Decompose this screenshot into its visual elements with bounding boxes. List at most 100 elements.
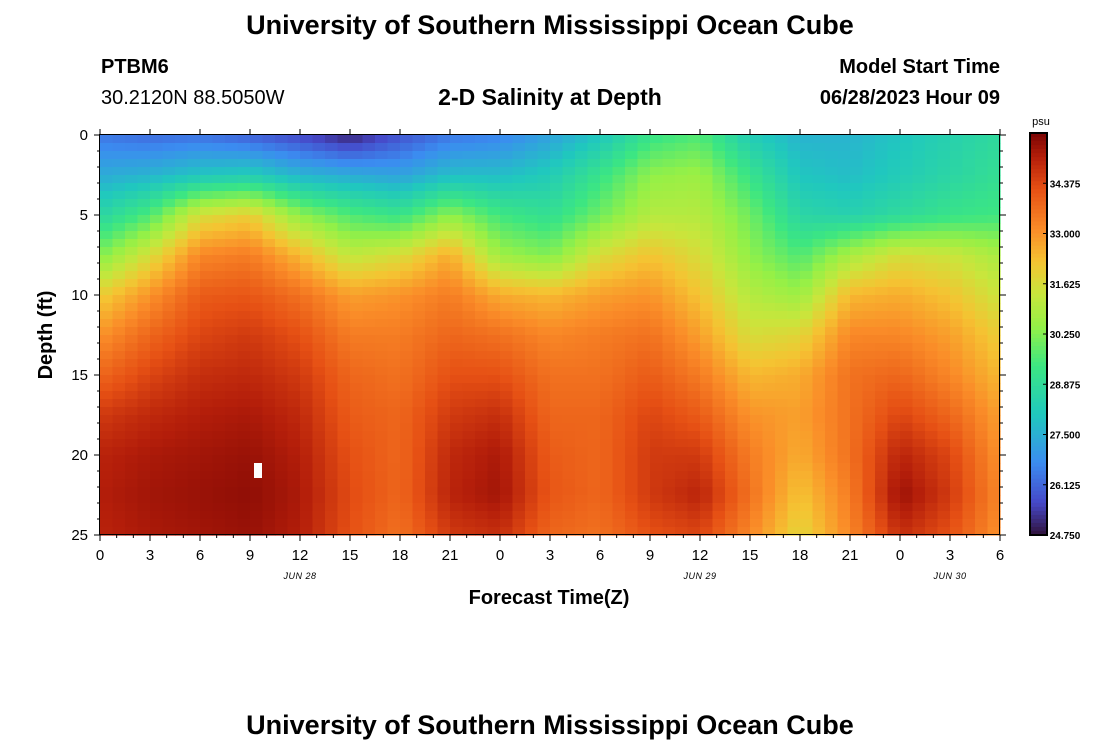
heatmap-cell	[325, 135, 339, 144]
heatmap-cell	[637, 375, 651, 384]
x-tick-label: 18	[792, 547, 809, 564]
heatmap-cell	[550, 487, 564, 496]
heatmap-cell	[737, 335, 751, 344]
heatmap-cell	[350, 191, 364, 200]
heatmap-cell	[850, 479, 864, 488]
heatmap-cell	[587, 167, 601, 176]
heatmap-cell	[550, 455, 564, 464]
heatmap-cell	[137, 471, 151, 480]
heatmap-cell	[750, 159, 764, 168]
heatmap-cell	[362, 343, 376, 352]
heatmap-cell	[487, 159, 501, 168]
heatmap-cell	[275, 471, 289, 480]
heatmap-cell	[575, 327, 589, 336]
heatmap-cell	[737, 223, 751, 232]
heatmap-cell	[637, 383, 651, 392]
heatmap-cell	[575, 191, 589, 200]
heatmap-cell	[225, 519, 239, 528]
heatmap-cell	[262, 263, 276, 272]
heatmap-cell	[462, 231, 476, 240]
heatmap-cell	[962, 271, 976, 280]
heatmap-cell	[800, 351, 814, 360]
heatmap-cell	[975, 479, 989, 488]
heatmap-cell	[300, 287, 314, 296]
heatmap-cell	[862, 327, 876, 336]
heatmap-cell	[850, 359, 864, 368]
heatmap-cell	[137, 271, 151, 280]
heatmap-cell	[900, 319, 914, 328]
heatmap-cell	[725, 159, 739, 168]
x-axis-label: Forecast Time(Z)	[469, 587, 630, 609]
heatmap-cell	[962, 431, 976, 440]
heatmap-cell	[875, 175, 889, 184]
heatmap-cell	[887, 351, 901, 360]
heatmap-cell	[462, 487, 476, 496]
heatmap-cell	[312, 159, 326, 168]
heatmap-cell	[375, 375, 389, 384]
heatmap-cell	[475, 303, 489, 312]
heatmap-cell	[262, 271, 276, 280]
heatmap-cell	[100, 439, 114, 448]
heatmap-cell	[687, 287, 701, 296]
heatmap-cell	[187, 239, 201, 248]
heatmap-cell	[912, 255, 926, 264]
heatmap-cell	[462, 367, 476, 376]
heatmap-cell	[787, 303, 801, 312]
heatmap-cell	[550, 255, 564, 264]
heatmap-cell	[775, 271, 789, 280]
heatmap-cell	[900, 135, 914, 144]
heatmap-cell	[112, 487, 126, 496]
heatmap-cell	[775, 415, 789, 424]
heatmap-cell	[487, 351, 501, 360]
heatmap-cell	[875, 327, 889, 336]
heatmap-cell	[550, 287, 564, 296]
heatmap-cell	[350, 367, 364, 376]
heatmap-cell	[975, 279, 989, 288]
heatmap-cell	[800, 319, 814, 328]
heatmap-cell	[100, 199, 114, 208]
heatmap-cell	[750, 383, 764, 392]
heatmap-cell	[287, 327, 301, 336]
heatmap-cell	[212, 207, 226, 216]
heatmap-cell	[162, 159, 176, 168]
heatmap-cell	[225, 479, 239, 488]
heatmap-cell	[787, 487, 801, 496]
heatmap-cell	[800, 271, 814, 280]
heatmap-cell	[675, 151, 689, 160]
heatmap-cell	[262, 215, 276, 224]
heatmap-cell	[300, 359, 314, 368]
heatmap-cell	[300, 159, 314, 168]
heatmap-cell	[987, 287, 1001, 296]
heatmap-cell	[387, 431, 401, 440]
heatmap-cell	[900, 495, 914, 504]
heatmap-cell	[350, 135, 364, 144]
heatmap-cell	[462, 455, 476, 464]
colorbar-segment	[1030, 514, 1047, 520]
heatmap-cell	[187, 375, 201, 384]
heatmap-cell	[312, 223, 326, 232]
heatmap-cell	[625, 303, 639, 312]
heatmap-cell	[787, 151, 801, 160]
heatmap-cell	[962, 191, 976, 200]
heatmap-cell	[787, 423, 801, 432]
heatmap-cell	[212, 143, 226, 152]
heatmap-cell	[412, 487, 426, 496]
heatmap-cell	[325, 295, 339, 304]
heatmap-cell	[362, 207, 376, 216]
heatmap-cell	[725, 495, 739, 504]
heatmap-cell	[337, 519, 351, 528]
heatmap-cell	[900, 279, 914, 288]
heatmap-cell	[475, 359, 489, 368]
heatmap-cell	[487, 327, 501, 336]
heatmap-cell	[150, 327, 164, 336]
heatmap-cell	[925, 375, 939, 384]
heatmap-cell	[800, 399, 814, 408]
heatmap-cell	[737, 439, 751, 448]
heatmap-cell	[137, 455, 151, 464]
heatmap-cell	[150, 423, 164, 432]
heatmap-cell	[362, 295, 376, 304]
heatmap-cell	[112, 527, 126, 536]
colorbar-segment	[1030, 193, 1047, 198]
heatmap-cell	[750, 247, 764, 256]
heatmap-cell	[175, 303, 189, 312]
